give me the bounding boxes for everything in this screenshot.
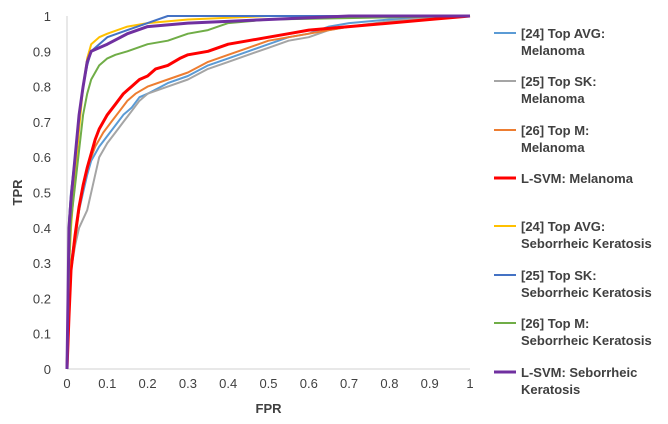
legend-entry: [25] Top SK: Melanoma [521, 74, 597, 106]
legend: [24] Top AVG: Melanoma [25] Top SK: Melanom… [494, 26, 652, 397]
y-tick-labels: 0 0.1 0.2 0.3 0.4 0.5 0.6 0.7 0.8 0.9 1 [33, 9, 51, 377]
x-tick-label: 1 [466, 376, 473, 391]
legend-entry: [26] Top M: Seborrheic Keratosis [521, 316, 652, 348]
y-axis-title: TPR [10, 179, 25, 206]
series-line-1 [66, 15, 471, 370]
x-tick-label: 0.6 [300, 376, 318, 391]
legend-entry: L-SVM: Seborrheic Keratosis [521, 365, 637, 397]
series-line-2 [66, 15, 471, 370]
x-tick-label: 0.9 [421, 376, 439, 391]
x-tick-label: 0.4 [219, 376, 237, 391]
legend-entry: [24] Top AVG: Seborrheic Keratosis [521, 219, 652, 251]
y-tick-label: 0.8 [33, 80, 51, 95]
series-lines [65, 14, 471, 370]
series-line-4 [65, 14, 471, 370]
series-line-7 [66, 15, 471, 370]
series-line-3 [66, 15, 471, 370]
legend-entry: L-SVM: Melanoma [521, 171, 634, 186]
legend-entry: [25] Top SK: Seborrheic Keratosis [521, 268, 652, 300]
x-axis-title: FPR [256, 401, 283, 416]
y-tick-label: 0.6 [33, 150, 51, 165]
legend-entry: [26] Top M: Melanoma [521, 123, 589, 155]
y-tick-label: 0.1 [33, 327, 51, 342]
x-tick-label: 0.2 [139, 376, 157, 391]
x-tick-label: 0 [63, 376, 70, 391]
x-tick-labels: 0 0.1 0.2 0.3 0.4 0.5 0.6 0.7 0.8 0.9 1 [63, 376, 473, 391]
x-tick-label: 0.3 [179, 376, 197, 391]
y-tick-label: 0.2 [33, 291, 51, 306]
y-tick-label: 0 [44, 362, 51, 377]
y-tick-label: 0.4 [33, 221, 51, 236]
legend-entry: [24] Top AVG: Melanoma [521, 26, 605, 58]
x-tick-label: 0.7 [340, 376, 358, 391]
x-tick-label: 0.5 [259, 376, 277, 391]
x-tick-label: 0.8 [380, 376, 398, 391]
x-tick-label: 0.1 [98, 376, 116, 391]
y-tick-label: 0.5 [33, 186, 51, 201]
y-tick-label: 1 [44, 9, 51, 24]
series-line-6 [66, 15, 470, 370]
y-tick-label: 0.9 [33, 44, 51, 59]
y-tick-label: 0.7 [33, 115, 51, 130]
y-tick-label: 0.3 [33, 256, 51, 271]
series-line-8 [65, 14, 470, 370]
series-line-5 [66, 15, 470, 370]
plot-area: 0 0.1 0.2 0.3 0.4 0.5 0.6 0.7 0.8 0.9 1 0 0.1 0.2 0.3… [33, 9, 474, 391]
